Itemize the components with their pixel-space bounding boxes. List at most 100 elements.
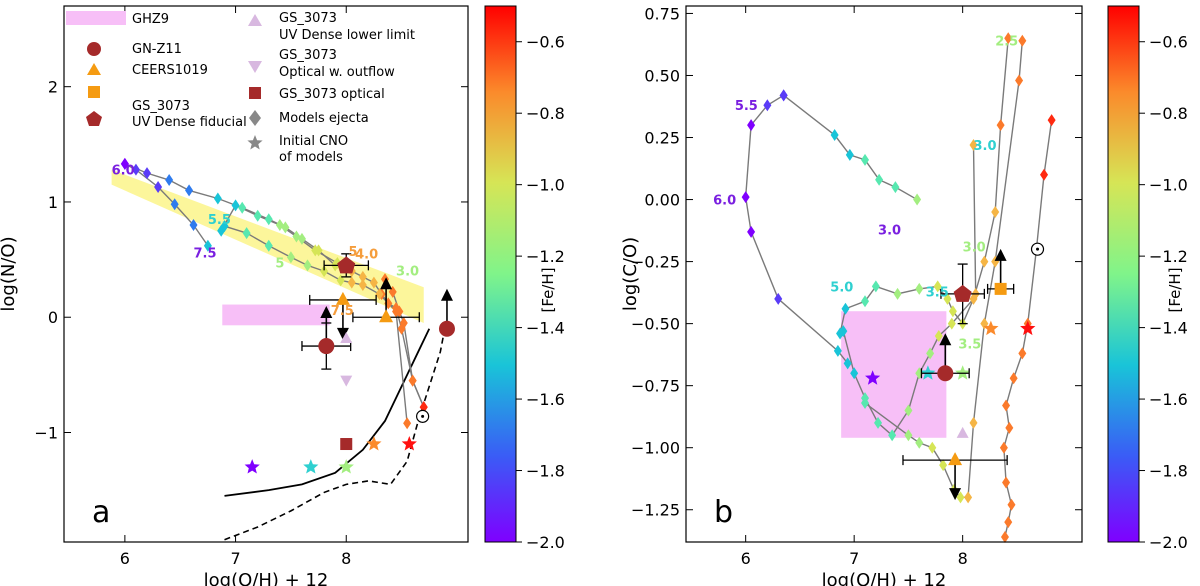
panel-a-ylabel: log(N/O)	[0, 236, 19, 311]
panel-b-model-point-4-8	[969, 416, 978, 429]
legend-label-of-models: of models	[279, 150, 343, 165]
panel-a-measurement-2-ceers1019-marker	[335, 291, 350, 305]
panel-a-letter: a	[92, 495, 110, 530]
legend-marker-models-ejecta	[249, 110, 261, 126]
panel-a-model-point-2-2	[253, 209, 262, 222]
panel-a-measurement-7-uv-dense-lower-limit-marker	[340, 331, 353, 343]
panel-a-solar-dot	[421, 414, 425, 418]
panel-b-annotation-6: 5.0	[830, 280, 853, 295]
panel-b-measurement-1-arrow-head	[949, 488, 962, 501]
panel-a-model-point-0-2	[165, 174, 174, 187]
panel-b-annotation-5: 3.0	[963, 241, 986, 256]
panel-a-model-point-0-5	[238, 201, 247, 214]
panel-b-model-point-5-1	[1004, 516, 1013, 529]
panel-b-model-point-3-8	[934, 330, 943, 343]
panel-a-solid-curve	[224, 328, 431, 497]
panel-b-model-point-2-5	[915, 282, 924, 295]
panel-b-ytick-label-6: −0.75	[631, 377, 680, 396]
cbB-tick-label-2: −1.0	[1149, 176, 1188, 195]
panel-b-model-point-5-4	[999, 441, 1008, 454]
panel-a-model-point-2-5	[311, 244, 320, 257]
panel-b-initial-cno-star-4	[1020, 320, 1036, 336]
colorbar-a-label: [Fe/H]	[539, 267, 557, 312]
panel-b-model-point-3-3	[874, 416, 883, 429]
panel-b-model-point-1-3	[861, 153, 870, 166]
panel-b-model-point-4-0	[861, 397, 870, 410]
legend-marker-ceers1019	[87, 63, 101, 75]
panel-b-ytick-label-4: −0.25	[631, 253, 680, 272]
panel-a-model-point-4-4	[408, 374, 417, 387]
cbB-tick-label-3: −1.2	[1149, 247, 1188, 266]
panel-a-initial-cno-star-3	[366, 436, 382, 451]
legend-label-optical-outflow: Optical w. outflow	[279, 65, 395, 80]
panel-b-model-point-0-6	[833, 344, 842, 357]
panel-b: 2.5 5.5 3.0 6.0 3.0 3.0 5.0 3.5 3.5 6 7 8 0.75 0.50 0.…	[620, 4, 1083, 586]
panel-b-measurement-1-ceers1019-marker	[948, 452, 963, 466]
panel-a-model-point-2-1	[231, 199, 240, 212]
legend-label-uv-dense-fiducial: UV Dense fiducial	[132, 115, 247, 130]
panel-b-model-point-5-11	[1040, 168, 1049, 181]
cbA-tick-label-1: −0.8	[526, 104, 565, 123]
panel-a-ytick-label-3: 2	[48, 78, 58, 97]
panel-b-initial-cno-star-0	[865, 370, 881, 385]
cbB-tick-label-0: −0.6	[1149, 33, 1188, 52]
panel-b-model-point-5-12	[1047, 114, 1056, 127]
panel-a-measurement-6-optical-outflow-marker	[340, 375, 353, 387]
panel-b-model-point-1-4	[875, 173, 884, 186]
panel-b-model-point-2-8	[948, 305, 957, 318]
panel-b-model-point-4-7	[964, 491, 973, 504]
panel-b-model-point-2-4	[893, 287, 902, 300]
panel-b-initial-cno-star-3	[983, 320, 999, 336]
panel-a-measurement-4-uv-dense-fiducial-marker	[337, 256, 356, 274]
panel-a-measurement-1-arrow-head	[440, 288, 453, 301]
panel-b-model-point-2-11	[969, 138, 978, 151]
panel-b-frame	[685, 5, 1083, 543]
panel-b-initial-cno-star-2	[955, 365, 971, 380]
panel-a-xtick-label-2: 8	[341, 549, 351, 568]
cbA-tick-label-4: −1.4	[526, 319, 565, 338]
panel-a-initial-cno-star-0	[244, 459, 260, 474]
cbA-tick-label-0: −0.6	[526, 33, 565, 52]
panel-b-ytick-label-1: 0.50	[644, 66, 680, 85]
cbB-tick-label-6: −1.8	[1149, 462, 1188, 481]
panel-b-model-point-1-2	[845, 148, 854, 161]
cbB-tick-label-5: −1.6	[1149, 390, 1188, 409]
panel-a-model-point-1-1	[131, 163, 140, 176]
panel-b-annotation-3: 6.0	[713, 194, 736, 209]
panel-b-model-point-4-3	[928, 441, 937, 454]
panel-a-model-point-3-1	[242, 227, 251, 240]
panel-b-model-point-4-2	[915, 436, 924, 449]
panel-a-measurement-0-gn-z11-marker	[318, 338, 335, 355]
legend-panel-a: GHZ9 GN-Z11 CEERS1019 GS_3073 UV Dense f…	[66, 11, 415, 165]
panel-a-ytick-label-0: −1	[34, 423, 58, 442]
panel-b-annotation-8: 3.5	[958, 337, 981, 352]
panel-b-model-point-3-14	[1004, 32, 1013, 45]
panel-b-ytick-label-0: 0.75	[644, 4, 680, 23]
panel-a-annotation-1: 7.5	[194, 246, 217, 261]
panel-a-ghz9-region	[222, 304, 330, 326]
panel-a-annotation-3: 5	[275, 257, 284, 272]
panel-b-model-point-2-7	[943, 292, 952, 305]
panel-b-model-point-5-3	[1002, 476, 1011, 489]
legend-marker-initial-cno	[247, 135, 263, 150]
panel-a-dashed-curve	[224, 334, 445, 541]
panel-b-model-point-1-5	[891, 181, 900, 194]
panel-a-model-point-3-5	[320, 265, 329, 278]
panel-a-model-point-2-4	[292, 230, 301, 243]
panel-b-model-point-4-1	[904, 429, 913, 442]
legend-marker-uv-dense-fiducial	[86, 111, 102, 126]
panel-a-model-point-3-3	[286, 251, 295, 264]
panel-a-model-point-3-2	[264, 239, 273, 252]
legend-label-models-ejecta: Models ejecta	[279, 111, 369, 126]
panel-b-model-point-4-12	[1018, 34, 1027, 47]
legend-marker-optical-outflow	[248, 61, 262, 73]
colorbar-a-gradient	[484, 5, 517, 543]
panel-b-model-point-0-7	[843, 357, 852, 370]
panel-a-model-point-0-1	[143, 167, 152, 180]
cbA-tick-label-2: −1.0	[526, 176, 565, 195]
panel-b-initial-cno-star-1	[920, 365, 936, 380]
panel-a-model-point-3-11	[403, 417, 412, 430]
legend-swatch-ghz9	[66, 11, 126, 25]
